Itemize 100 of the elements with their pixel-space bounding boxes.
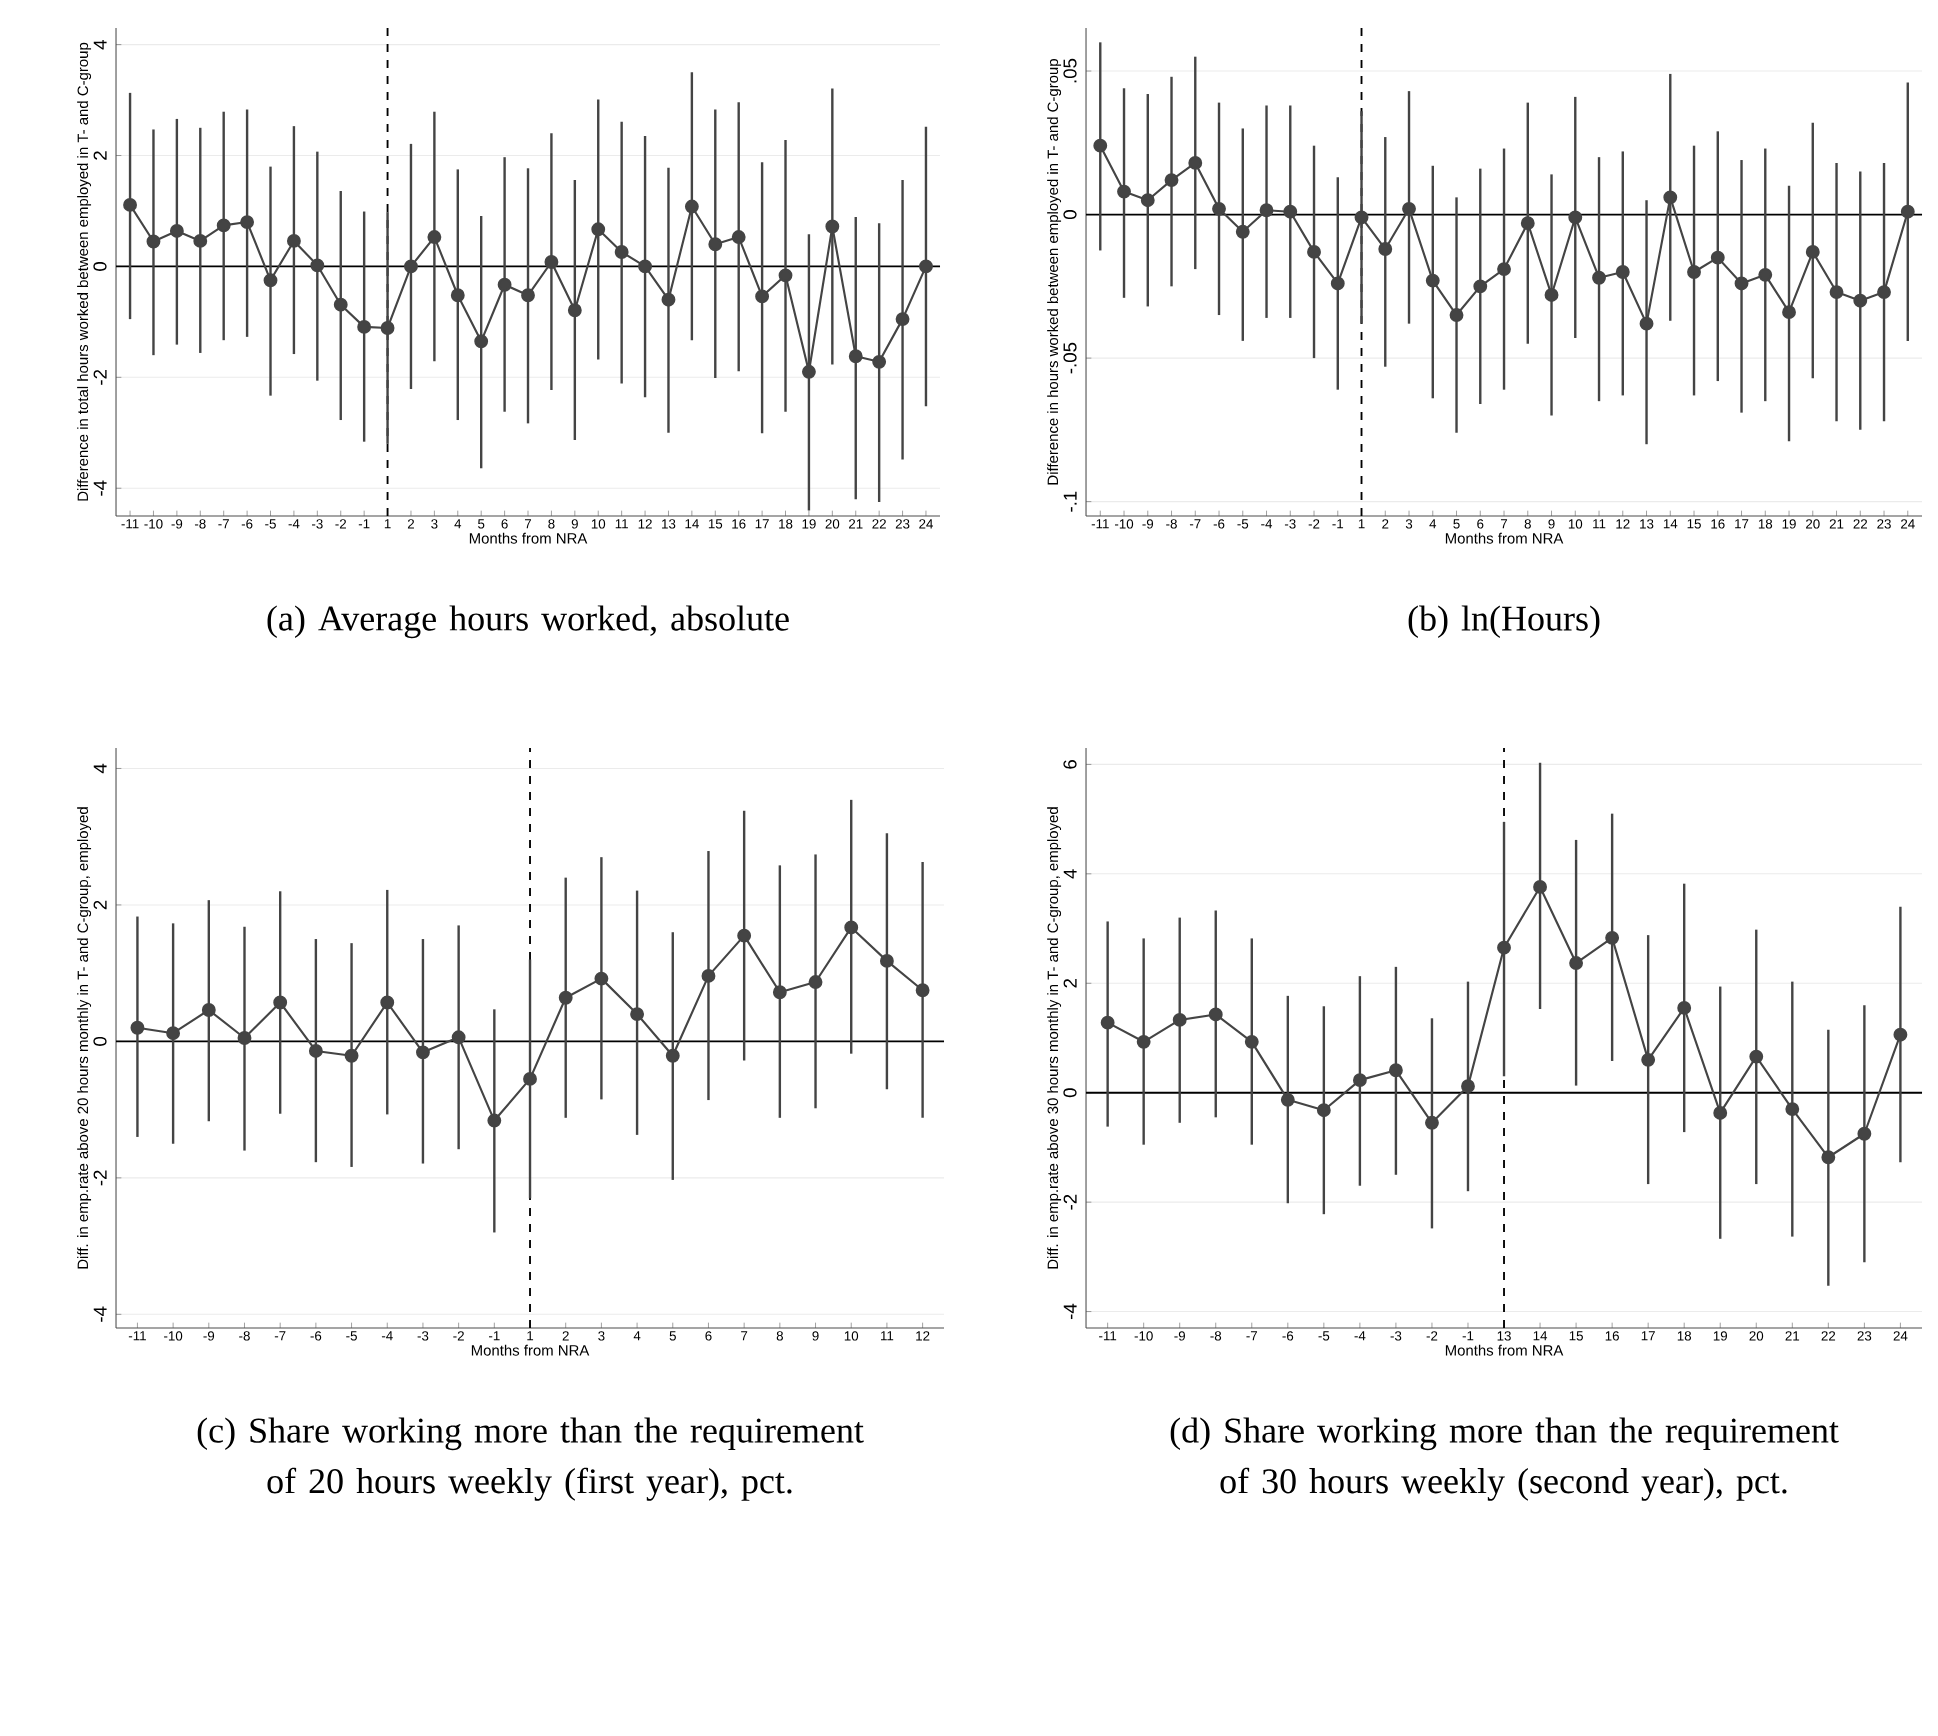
point — [1857, 1126, 1872, 1141]
point — [344, 1048, 359, 1063]
point — [701, 968, 716, 983]
point — [1785, 1102, 1800, 1117]
point — [1677, 1000, 1692, 1015]
point — [1592, 270, 1606, 285]
text: (d) Share working more than the requirement of 30 hours weekly (second year), pct. — [1170, 1417, 1839, 1501]
point — [1136, 1034, 1151, 1049]
point — [1172, 1013, 1187, 1027]
point — [1782, 305, 1796, 320]
point — [1734, 276, 1749, 291]
point — [1388, 1063, 1403, 1078]
point — [808, 975, 823, 989]
y-tick-label: 2 — [93, 900, 107, 910]
y-tick-label: -2 — [93, 369, 107, 385]
point — [237, 1031, 252, 1045]
point — [1352, 1073, 1367, 1088]
point — [1520, 216, 1535, 231]
point — [1117, 184, 1131, 199]
point — [772, 985, 787, 1000]
point — [1449, 308, 1464, 322]
point — [130, 1020, 145, 1035]
point — [1829, 285, 1844, 300]
point — [1639, 316, 1654, 331]
point — [919, 259, 933, 274]
point — [416, 1045, 430, 1060]
point — [915, 983, 930, 998]
point — [1330, 276, 1345, 291]
point — [708, 237, 723, 252]
point — [544, 255, 559, 269]
point — [1713, 1106, 1728, 1120]
point — [1283, 204, 1298, 219]
point — [216, 218, 231, 233]
point — [487, 1113, 502, 1128]
point — [1663, 190, 1678, 205]
point — [450, 288, 465, 303]
point — [844, 920, 859, 935]
y-tick-label: .05 — [1063, 58, 1077, 83]
point — [1244, 1034, 1259, 1049]
point — [1615, 265, 1630, 279]
point — [166, 1026, 181, 1041]
point — [308, 1044, 323, 1058]
y-tick-label: 0 — [93, 261, 107, 271]
point — [1402, 201, 1416, 216]
point — [1316, 1103, 1331, 1118]
point — [263, 273, 278, 288]
point — [240, 215, 255, 229]
point — [380, 995, 395, 1010]
point — [1140, 193, 1155, 208]
y-tick-label: -.1 — [1063, 491, 1077, 512]
point — [731, 230, 746, 244]
point — [872, 354, 887, 369]
point — [638, 259, 652, 274]
point — [1425, 1115, 1439, 1130]
point — [895, 312, 910, 327]
point — [1378, 242, 1393, 256]
point — [1893, 1027, 1908, 1042]
point — [380, 321, 395, 335]
point — [273, 995, 288, 1010]
y-tick-label: 0 — [1063, 210, 1077, 220]
text: (a) Average hours worked, absolute — [267, 605, 789, 639]
point — [1425, 273, 1440, 288]
point — [474, 334, 489, 349]
y-tick-label: 2 — [93, 151, 107, 160]
y-tick-label: 2 — [1063, 979, 1077, 988]
y-tick-label: 0 — [1063, 1088, 1077, 1098]
point — [591, 222, 606, 237]
point — [825, 219, 840, 234]
point — [333, 297, 348, 312]
y-tick-label: 0 — [93, 1036, 107, 1046]
point — [1877, 285, 1891, 300]
point — [146, 234, 161, 249]
y-tick-label: -4 — [93, 480, 107, 496]
point — [1208, 1007, 1223, 1022]
point — [169, 224, 184, 238]
point — [1497, 940, 1511, 955]
point — [521, 288, 535, 303]
point — [310, 258, 325, 273]
point — [684, 199, 699, 214]
point — [497, 277, 512, 292]
point — [1473, 279, 1488, 294]
point — [1758, 267, 1773, 282]
point — [1497, 262, 1511, 277]
point — [523, 1071, 537, 1086]
point — [1235, 224, 1250, 239]
point — [801, 364, 816, 379]
point — [286, 233, 301, 248]
point — [427, 230, 442, 244]
y-tick-label: -4 — [93, 1306, 107, 1322]
text: (c) Share working more than the requirement of 20 hours weekly (first year), pct. — [197, 1417, 864, 1501]
y-tick-label: -2 — [1063, 1194, 1077, 1210]
point — [1749, 1049, 1764, 1064]
text: (b) ln(Hours) — [1408, 605, 1600, 639]
point — [1687, 265, 1701, 279]
point — [1605, 930, 1620, 945]
y-tick-label: 4 — [93, 39, 107, 50]
y-tick-label: -4 — [1063, 1303, 1077, 1320]
point — [123, 197, 137, 212]
point — [594, 971, 609, 986]
y-tick-label: -.05 — [1063, 342, 1077, 374]
